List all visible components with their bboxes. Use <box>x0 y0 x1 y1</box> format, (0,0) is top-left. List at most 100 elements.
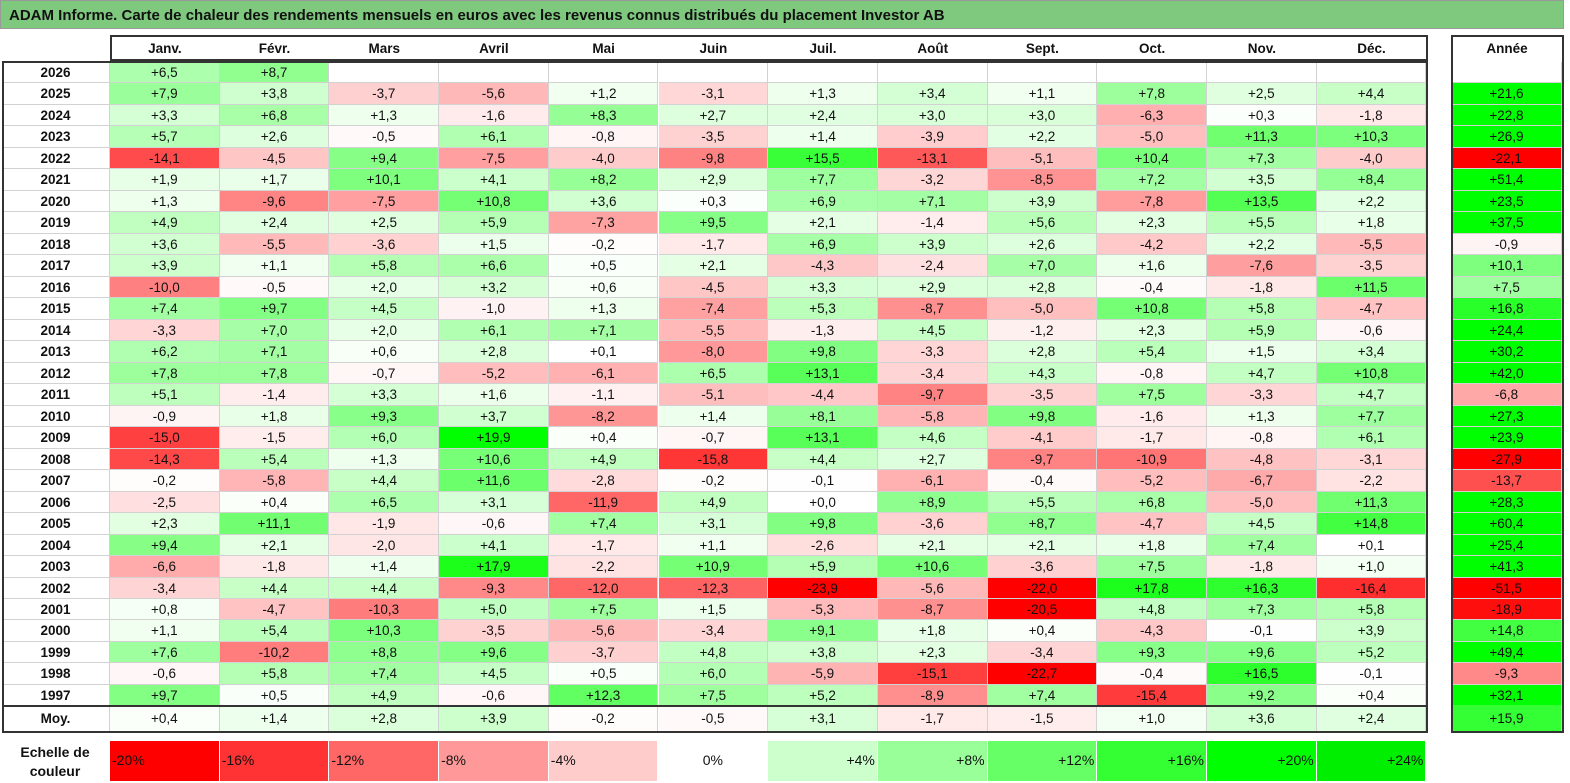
heatmap-cell: +3,9 <box>987 190 1098 213</box>
heatmap-cell: -0,8 <box>1207 427 1317 449</box>
heatmap-cell: +0,6 <box>548 276 659 299</box>
annual-cell: +49,4 <box>1452 641 1562 664</box>
heatmap-cell: +9,7 <box>110 684 220 707</box>
heatmap-cell: -0,6 <box>439 684 549 707</box>
year-label: 2013 <box>2 341 110 363</box>
heatmap-cell: +3,0 <box>877 104 988 127</box>
heatmap-cell: +4,7 <box>1316 384 1427 406</box>
heatmap-cell: -3,2 <box>877 169 988 191</box>
annual-cell: -13,7 <box>1452 470 1562 492</box>
heatmap-cell: +7,4 <box>548 513 659 535</box>
heatmap-cell: -0,4 <box>987 470 1098 492</box>
heatmap-cell: +3,0 <box>987 104 1098 127</box>
heatmap-cell: +10,3 <box>329 620 440 642</box>
heatmap-cell: -4,5 <box>658 276 769 299</box>
heatmap-cell: +13,5 <box>1207 190 1317 213</box>
heatmap-cell: +6,2 <box>110 341 220 363</box>
heatmap-cell: -4,4 <box>768 384 878 406</box>
heatmap-cell: -4,0 <box>548 147 659 170</box>
heatmap-cell: +1,1 <box>110 620 220 642</box>
heatmap-cell: -10,2 <box>219 641 330 664</box>
heatmap-cell: +3,1 <box>658 513 769 535</box>
heatmap-cell: +1,1 <box>658 534 769 557</box>
heatmap-cell: -3,7 <box>548 641 659 664</box>
heatmap-cell: +7,5 <box>1097 556 1207 578</box>
heatmap-cell: -15,0 <box>110 427 220 449</box>
heatmap-cell: +9,3 <box>329 405 440 428</box>
month-header: Déc. <box>1316 37 1427 61</box>
heatmap-cell: +19,9 <box>439 427 549 449</box>
heatmap-cell: -1,6 <box>1097 405 1207 428</box>
heatmap-cell: +10,8 <box>1316 362 1427 385</box>
heatmap-cell: +3,3 <box>110 104 220 127</box>
heatmap-cell: +10,6 <box>877 556 988 578</box>
year-label: 2022 <box>2 147 110 170</box>
heatmap-cell: +6,0 <box>329 427 440 449</box>
heatmap-cell: -3,4 <box>658 620 769 642</box>
average-label: Moy. <box>2 705 110 732</box>
heatmap-cell: +2,7 <box>658 104 769 127</box>
heatmap-cell: -3,3 <box>877 341 988 363</box>
heatmap-cell <box>877 62 988 84</box>
heatmap-cell: -6,3 <box>1097 104 1207 127</box>
heatmap-cell: -1,7 <box>658 233 769 256</box>
heatmap-cell: -1,8 <box>1207 276 1317 299</box>
heatmap-cell: -5,6 <box>877 577 988 599</box>
annual-cell: +51,4 <box>1452 169 1562 191</box>
heatmap-cell: -1,8 <box>1316 104 1427 127</box>
heatmap-cell: -4,3 <box>768 255 878 277</box>
heatmap-cell: +2,2 <box>987 126 1098 148</box>
heatmap-cell: +0,4 <box>1316 684 1427 707</box>
heatmap-cell: -13,1 <box>877 147 988 170</box>
heatmap-cell: -2,4 <box>877 255 988 277</box>
year-label: 2004 <box>2 534 110 557</box>
heatmap-cell: +1,0 <box>1316 556 1427 578</box>
heatmap-cell: -5,3 <box>768 599 878 621</box>
heatmap-cell: -2,0 <box>329 534 440 557</box>
heatmap-cell: +11,1 <box>219 513 330 535</box>
heatmap-cell: -5,6 <box>548 620 659 642</box>
heatmap-cell: +8,8 <box>329 641 440 664</box>
heatmap-cell: +9,2 <box>1207 684 1317 707</box>
heatmap-cell: -2,6 <box>768 534 878 557</box>
heatmap-cell: +3,1 <box>439 491 549 514</box>
heatmap-cell: -1,4 <box>877 212 988 234</box>
heatmap-cell: +0,5 <box>548 255 659 277</box>
year-label: 2010 <box>2 405 110 428</box>
heatmap-cell: -1,5 <box>219 427 330 449</box>
heatmap-cell: +2,1 <box>877 534 988 557</box>
heatmap-cell: +7,4 <box>1207 534 1317 557</box>
heatmap-cell: -5,0 <box>1097 126 1207 148</box>
heatmap-cell: +1,6 <box>1097 255 1207 277</box>
heatmap-cell: -1,9 <box>329 513 440 535</box>
heatmap-cell <box>1097 62 1207 84</box>
year-label: 2011 <box>2 384 110 406</box>
average-cell: +3,9 <box>439 705 549 732</box>
heatmap-cell: +5,5 <box>987 491 1098 514</box>
annual-cell: -6,8 <box>1452 384 1562 406</box>
heatmap-cell: +2,2 <box>1316 190 1427 213</box>
heatmap-cell: +7,4 <box>329 663 440 685</box>
heatmap-cell: -8,7 <box>877 298 988 320</box>
heatmap-cell: +4,4 <box>768 448 878 471</box>
year-label: 2002 <box>2 577 110 599</box>
legend-swatch: 0% <box>658 741 769 781</box>
heatmap-cell: +16,5 <box>1207 663 1317 685</box>
heatmap-cell: +11,3 <box>1316 491 1427 514</box>
heatmap-cell: +9,8 <box>768 341 878 363</box>
heatmap-cell: +7,1 <box>219 341 330 363</box>
annual-cell: +10,1 <box>1452 255 1562 277</box>
heatmap-cell: +7,1 <box>548 319 659 342</box>
heatmap-cell: -3,5 <box>439 620 549 642</box>
heatmap-cell: +2,2 <box>1207 233 1317 256</box>
legend-swatch: -16% <box>219 741 330 781</box>
heatmap-cell: +9,8 <box>987 405 1098 428</box>
annual-cell: +25,4 <box>1452 534 1562 557</box>
heatmap-cell: +7,4 <box>987 684 1098 707</box>
heatmap-cell: +7,0 <box>987 255 1098 277</box>
heatmap-cell: -3,5 <box>658 126 769 148</box>
heatmap-cell: -7,3 <box>548 212 659 234</box>
heatmap-cell: +5,8 <box>329 255 440 277</box>
heatmap-cell: +2,8 <box>439 341 549 363</box>
heatmap-cell: +9,5 <box>658 212 769 234</box>
